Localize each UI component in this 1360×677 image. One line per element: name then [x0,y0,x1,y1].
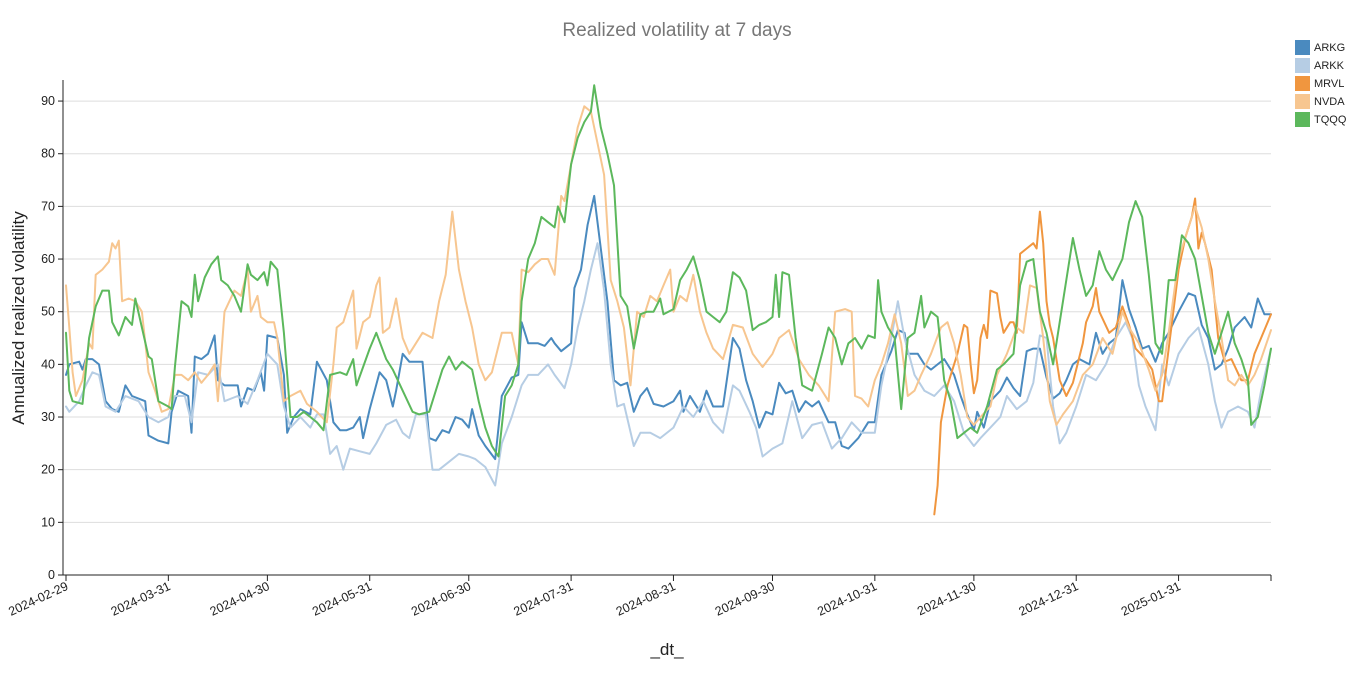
series-lines [65,84,1272,516]
y-tick-label: 70 [41,199,55,213]
y-tick-label: 20 [41,463,55,477]
legend-swatch-mrvl [1295,76,1310,91]
x-tick-label: 2024-07-31 [511,579,575,619]
x-tick-label: 2024-03-31 [109,579,173,619]
x-tick-label: 2024-05-31 [310,579,374,619]
x-tick-label: 2024-11-30 [915,579,978,618]
series-line-arkk [65,242,1272,487]
legend-label-nvda: NVDA [1314,96,1345,108]
x-tick-label: 2024-10-31 [815,579,879,619]
legend-label-tqqq: TQQQ [1314,114,1347,126]
legend-swatch-nvda [1295,94,1310,109]
y-tick-label: 0 [48,568,55,582]
legend-swatch-arkk [1295,58,1310,73]
series-line-mrvl [933,197,1272,516]
x-tick-label: 2024-08-31 [614,579,678,619]
y-tick-label: 90 [41,94,55,108]
series-line-arkg [65,194,1272,461]
x-axis-ticks: 2024-02-29 2024-03-31 2024-04-30 2024-05-31… [6,575,1272,619]
y-tick-label: 50 [41,305,55,319]
legend-swatch-arkg [1295,40,1310,55]
chart-title: Realized volatility at 7 days [562,20,791,41]
x-tick-label: 2024-09-30 [713,579,777,619]
y-tick-label: 30 [41,410,55,424]
y-tick-label: 10 [41,515,55,529]
legend: ARKG ARKK MRVL NVDA TQQQ [1295,40,1347,127]
y-tick-label: 60 [41,252,55,266]
series-line-tqqq [65,84,1272,458]
y-tick-label: 80 [41,147,55,161]
x-tick-label: 2024-04-30 [208,579,272,619]
legend-label-arkg: ARKG [1314,42,1345,54]
x-tick-label: 2025-01-31 [1119,579,1183,619]
legend-label-arkk: ARKK [1314,60,1345,72]
y-axis-label: Annualized realized volatility [9,211,28,425]
legend-label-mrvl: MRVL [1314,78,1344,90]
series-line-nvda [65,105,1272,426]
x-tick-label: 2024-02-29 [6,579,70,619]
x-tick-label: 2024-06-30 [409,579,473,619]
x-axis-label: _dt_ [649,640,684,659]
x-tick-label: 2024-12-31 [1017,579,1081,619]
y-tick-label: 40 [41,357,55,371]
y-axis-ticks: 0 10 20 30 40 50 60 70 80 90 [41,94,63,582]
legend-swatch-tqqq [1295,112,1310,127]
